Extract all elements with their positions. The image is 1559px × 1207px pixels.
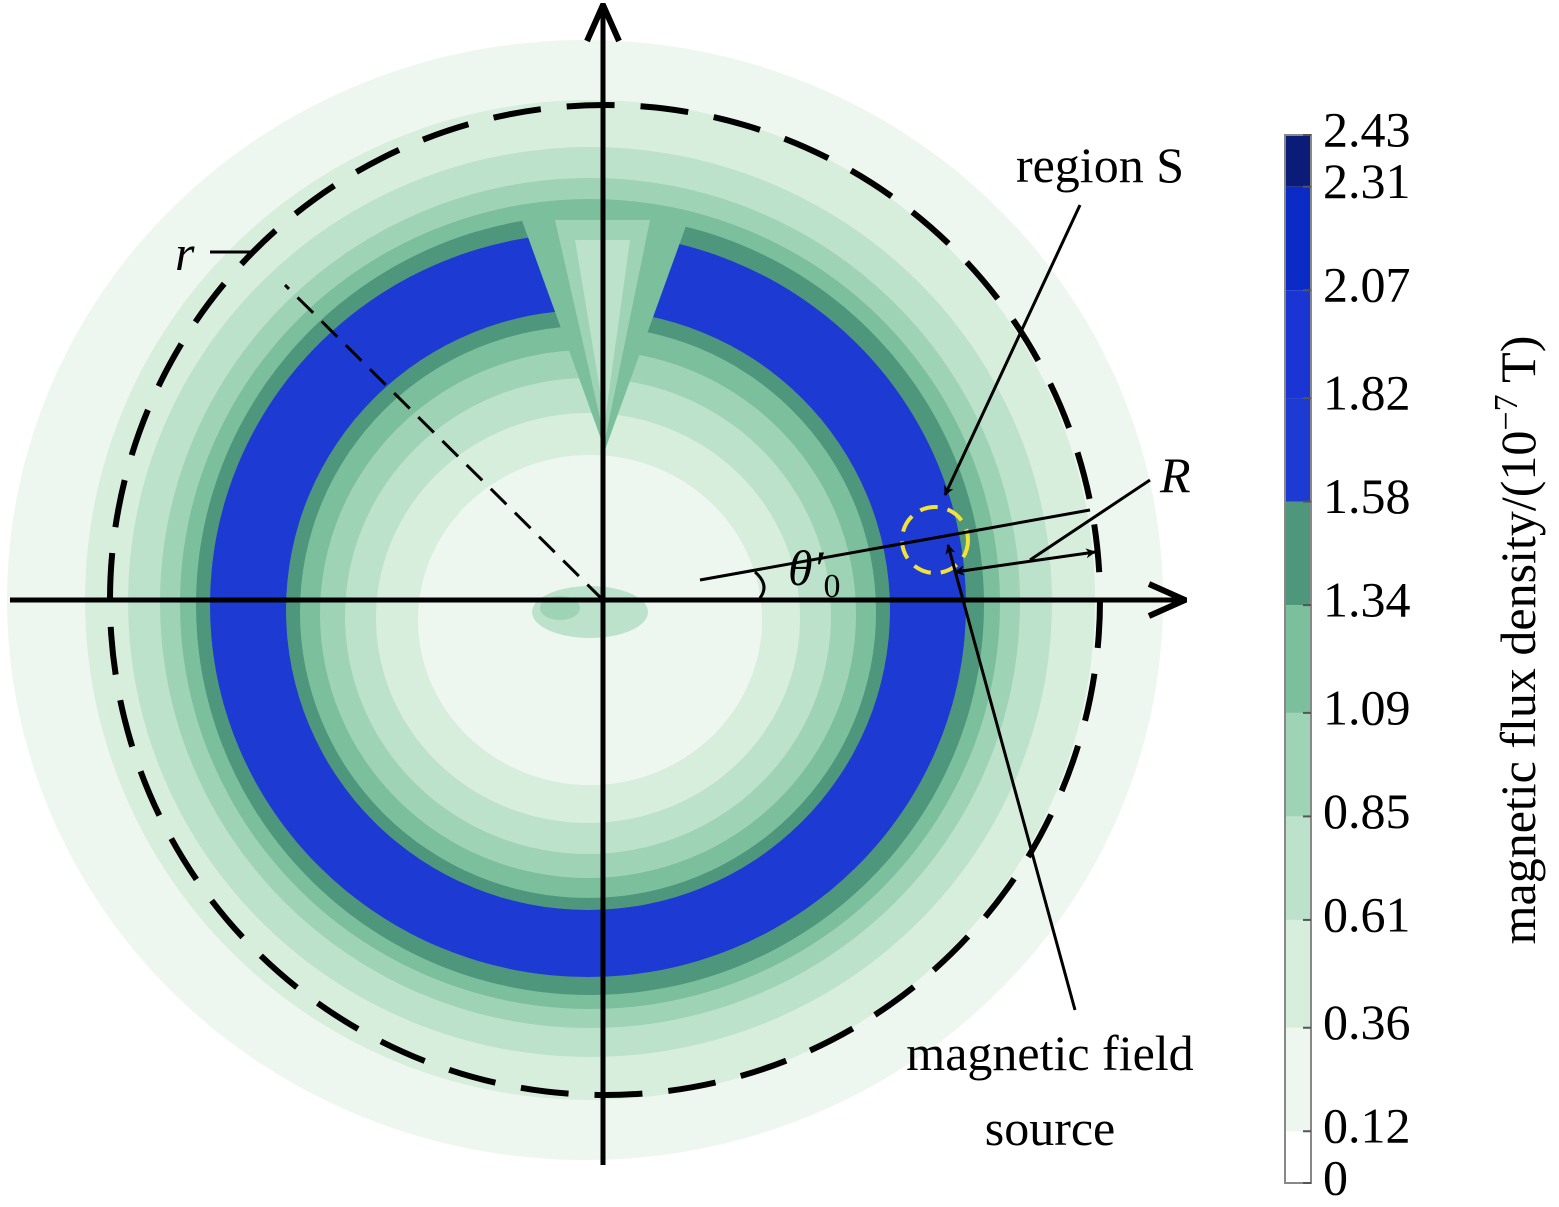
R-label: R — [1159, 447, 1191, 503]
colorbar-tick-label: 1.82 — [1323, 365, 1411, 421]
theta-label: θ′0 — [788, 540, 841, 605]
R-dimension — [954, 548, 1096, 576]
source-label: magnetic field — [906, 1025, 1193, 1081]
colorbar-segment — [1285, 290, 1311, 399]
source-leader — [945, 544, 1077, 1011]
overlay: region S magnetic field source r R θ′0 — [10, 5, 1194, 1165]
angle-line — [699, 508, 1091, 582]
colorbar-label: magnetic flux density/(10−7 T) — [1488, 336, 1546, 945]
colorbar-tick-label: 2.43 — [1323, 101, 1411, 157]
colorbar-tick-label: 0.85 — [1323, 783, 1411, 839]
theta-symbol: θ′ — [788, 540, 825, 596]
R-leader — [1029, 478, 1151, 562]
colorbar-tick-label: 1.58 — [1323, 468, 1411, 524]
colorbar-tick-label: 2.07 — [1323, 257, 1411, 313]
colorbar-tick-label: 0.36 — [1323, 994, 1411, 1050]
colorbar-tick-label: 2.31 — [1323, 153, 1411, 209]
colorbar-frame — [1284, 134, 1312, 1184]
colorbar-tick-label: 0 — [1323, 1149, 1348, 1205]
colorbar-tick-label: 1.09 — [1323, 679, 1411, 735]
r-label: r — [175, 225, 195, 281]
colorbar-segment — [1285, 919, 1311, 1028]
colorbar-segment — [1285, 135, 1311, 187]
colorbar-segment — [1285, 1027, 1311, 1132]
colorbar-segment — [1285, 398, 1311, 502]
region-s-circle — [900, 505, 970, 575]
colorbar-label-unit: T) — [1490, 336, 1546, 395]
r-line — [283, 283, 605, 602]
colorbar-segment — [1285, 186, 1311, 291]
colorbar: 00.12 0.36 0.61 0.85 1.09 1.34 1.58 1.82 2.07 2.3… — [1284, 101, 1411, 1205]
colorbar-tick-label: 0.12 — [1323, 1098, 1411, 1154]
colorbar-tick-label: 1.34 — [1323, 572, 1411, 628]
theta-subscript: 0 — [824, 568, 841, 605]
colorbar-segment — [1285, 1131, 1311, 1183]
region-leader — [943, 204, 1082, 496]
colorbar-segment — [1285, 712, 1311, 817]
colorbar-tick-label: 0.61 — [1323, 886, 1411, 942]
colorbar-label-exp: −7 — [1488, 394, 1525, 430]
colorbar-label-text: magnetic flux density/(10 — [1490, 431, 1546, 945]
region-label: region S — [1016, 137, 1184, 193]
colorbar-segment — [1285, 605, 1311, 713]
colorbar-segment — [1285, 501, 1311, 606]
source-label: source — [985, 1100, 1116, 1156]
colorbar-segment — [1285, 816, 1311, 920]
angle-arc — [753, 570, 766, 599]
